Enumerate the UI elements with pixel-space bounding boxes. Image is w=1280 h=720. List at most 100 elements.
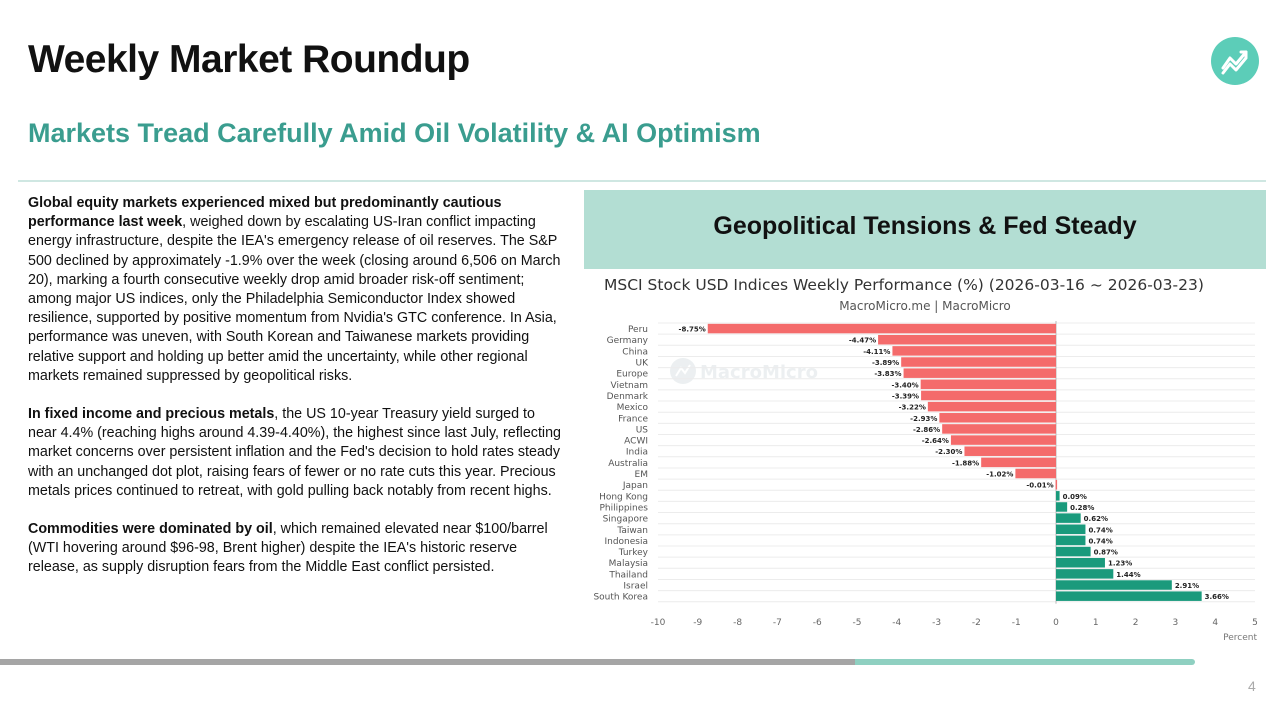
bar [939, 413, 1056, 423]
category-label: Europe [616, 370, 648, 380]
value-label: -3.39% [892, 392, 919, 400]
value-label: -2.30% [935, 448, 962, 456]
bar [707, 323, 1056, 334]
bar [1056, 491, 1060, 501]
x-tick-label: -8 [733, 618, 742, 628]
chart-title: MSCI Stock USD Indices Weekly Performanc… [604, 276, 1204, 294]
x-tick-label: 1 [1093, 618, 1099, 628]
bar [921, 390, 1056, 401]
commodities-lead: Commodities were dominated by oil [28, 521, 273, 538]
value-label: -3.89% [872, 359, 899, 367]
value-label: 0.09% [1063, 493, 1087, 501]
value-label: 0.28% [1070, 504, 1094, 512]
category-label: China [622, 347, 648, 357]
chart-panel-title: Geopolitical Tensions & Fed Steady [713, 212, 1137, 240]
category-label: Indonesia [604, 537, 648, 547]
value-label: 2.91% [1175, 582, 1199, 590]
category-label: Vietnam [610, 381, 648, 391]
category-label: Peru [628, 325, 648, 335]
page-subtitle: Markets Tread Carefully Amid Oil Volatil… [28, 118, 761, 148]
value-label: -1.88% [952, 459, 979, 467]
value-label: 1.23% [1108, 560, 1132, 568]
commodities-body: , which remained elevated near $100/barr… [28, 521, 548, 576]
x-tick-label: -4 [892, 618, 901, 628]
bar [920, 379, 1056, 390]
fixed-income-lead: In fixed income and precious metals [28, 406, 275, 423]
bar [942, 424, 1056, 434]
x-tick-label: 4 [1212, 618, 1218, 628]
category-label: Malaysia [609, 559, 648, 569]
category-label: South Korea [593, 593, 648, 603]
x-tick-label: -1 [1012, 618, 1021, 628]
chart-panel-header: Geopolitical Tensions & Fed Steady [584, 190, 1266, 269]
trend-chart-logo-icon [1211, 37, 1259, 85]
category-label: Hong Kong [599, 492, 648, 502]
bar [1056, 569, 1114, 579]
value-label: -3.40% [891, 381, 918, 389]
category-label: Taiwan [616, 526, 648, 536]
value-label: -4.11% [863, 348, 890, 356]
x-tick-label: 0 [1053, 618, 1059, 628]
chart-source: MacroMicro.me | MacroMicro [839, 299, 1011, 313]
category-label: France [618, 414, 648, 424]
x-tick-label: 2 [1133, 618, 1139, 628]
bar [964, 446, 1056, 456]
category-label: India [626, 448, 648, 458]
value-label: 0.62% [1084, 515, 1108, 523]
bar [878, 334, 1056, 345]
category-label: Japan [622, 481, 648, 491]
x-tick-label: -2 [972, 618, 981, 628]
category-label: Germany [607, 336, 649, 346]
fixed-income-paragraph: In fixed income and precious metals, the… [28, 405, 563, 501]
category-label: UK [636, 359, 650, 369]
bar [1056, 557, 1105, 568]
commentary-text: Global equity markets experienced mixed … [28, 194, 563, 597]
x-axis-label: Percent [1223, 633, 1257, 643]
value-label: -2.93% [910, 415, 937, 423]
fixed-income-body: , the US 10-year Treasury yield surged t… [28, 406, 561, 499]
value-label: 1.44% [1116, 571, 1140, 579]
category-label: US [636, 425, 649, 435]
category-label: Australia [608, 459, 648, 469]
bar [981, 457, 1056, 468]
x-tick-label: -7 [773, 618, 782, 628]
x-tick-label: -6 [813, 618, 822, 628]
bar [1056, 502, 1068, 512]
value-label: -1.02% [986, 471, 1013, 479]
x-tick-label: 3 [1173, 618, 1179, 628]
bar [1056, 535, 1086, 546]
category-label: Israel [623, 582, 648, 592]
equities-body: , weighed down by escalating US-Iran con… [28, 214, 561, 384]
msci-performance-chart: MSCI Stock USD Indices Weekly Performanc… [593, 276, 1257, 643]
category-label: ACWI [624, 437, 648, 447]
bar [1056, 546, 1091, 557]
category-label: Philippines [600, 503, 649, 513]
value-label: -8.75% [679, 326, 706, 334]
value-label: -4.47% [849, 337, 876, 345]
bar [1056, 580, 1172, 590]
category-label: Singapore [603, 515, 649, 525]
value-label: -3.22% [899, 404, 926, 412]
progress-bar-accent [855, 659, 1195, 665]
category-label: Mexico [617, 403, 649, 413]
category-label: Thailand [608, 570, 648, 580]
value-label: -0.01% [1026, 482, 1053, 490]
watermark-text: MacroMicro [700, 362, 818, 383]
chart-watermark: MacroMicro [670, 358, 818, 384]
page-title: Weekly Market Roundup [28, 38, 470, 81]
header-divider [18, 180, 1266, 182]
x-tick-label: -9 [693, 618, 702, 628]
bar [903, 368, 1056, 378]
progress-bar-track [0, 659, 858, 665]
equities-lead: Global equity markets experienced mixed … [28, 195, 502, 231]
category-label: EM [635, 470, 648, 480]
x-tick-label: -5 [853, 618, 862, 628]
bar [1056, 513, 1081, 523]
bar [927, 401, 1056, 412]
bar [1015, 468, 1056, 479]
equities-paragraph: Global equity markets experienced mixed … [28, 194, 563, 386]
value-label: -3.83% [874, 370, 901, 378]
bar [1055, 479, 1058, 490]
value-label: 0.74% [1088, 526, 1112, 534]
value-label: 0.74% [1088, 537, 1112, 545]
